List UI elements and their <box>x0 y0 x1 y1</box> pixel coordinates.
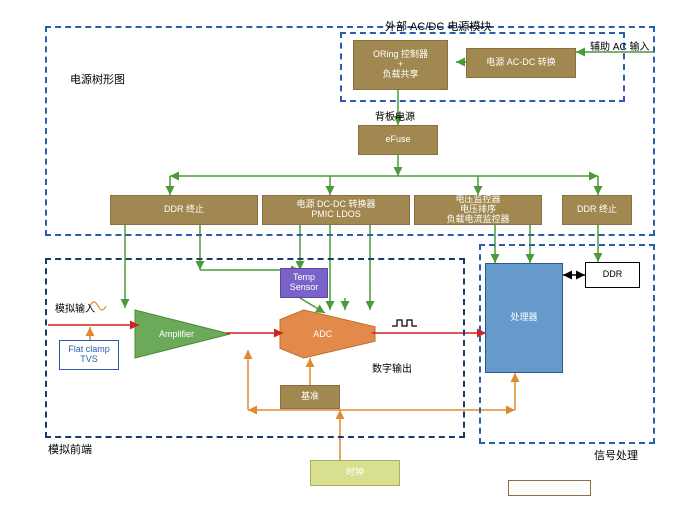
region-label-power_tree: 电源树形图 <box>70 71 125 87</box>
node-efuse: eFuse <box>358 125 438 155</box>
node-processor: 处理器 <box>485 263 563 373</box>
node-base: 基准 <box>280 385 340 409</box>
node-clock: 时钟 <box>310 460 400 486</box>
node-flatclamp: Flat clamp TVS <box>59 340 119 370</box>
region-label-sigproc: 信号处理 <box>594 447 638 463</box>
node-temp: Temp Sensor <box>280 268 328 298</box>
node-watermark: www.cntronics.com <box>508 480 591 496</box>
node-ddr_term_r: DDR 终止 <box>562 195 632 225</box>
node-ddr: DDR <box>585 262 640 288</box>
node-acdc_conv: 电源 AC-DC 转换 <box>466 48 576 78</box>
text-analog_in: 模拟输入 <box>55 300 95 315</box>
text-aux_ac: 辅助 AC 输入 <box>590 38 649 53</box>
region-label-afe: 模拟前端 <box>48 441 92 457</box>
node-monitor: 电压监控器 电压排序 负载电流监控器 <box>414 195 542 225</box>
text-dig_out: 数字输出 <box>372 360 412 375</box>
region-label-ext_acdc: 外部 AC/DC 电源模块 <box>385 18 491 34</box>
node-oring: ORing 控制器 + 负载共享 <box>353 40 448 90</box>
text-backplane: 背板电源 <box>375 108 415 123</box>
node-dcdc: 电源 DC-DC 转换器 PMIC LDOS <box>262 195 410 225</box>
node-ddr_term_l: DDR 终止 <box>110 195 258 225</box>
